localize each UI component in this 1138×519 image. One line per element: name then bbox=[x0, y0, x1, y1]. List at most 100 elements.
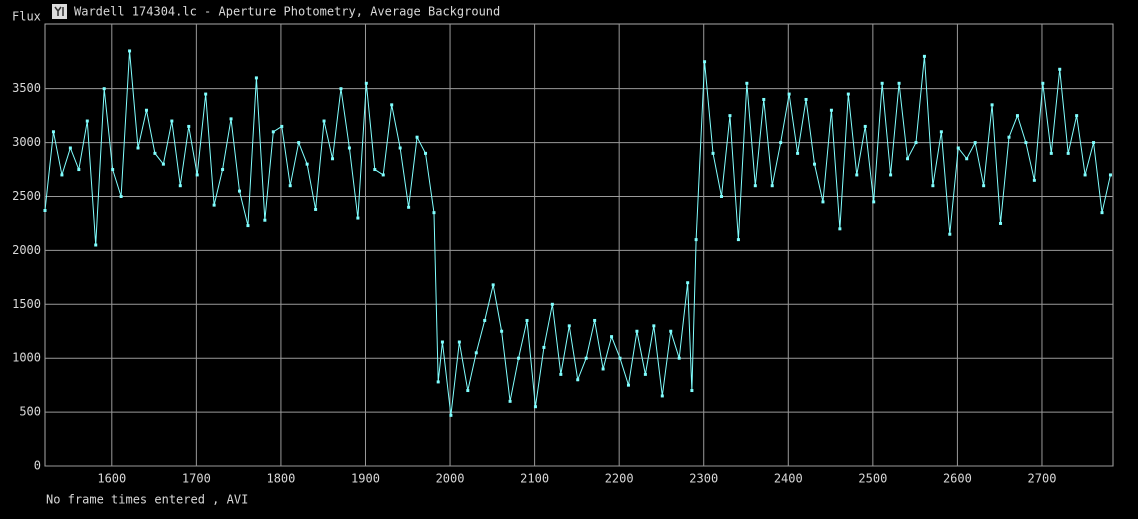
data-point bbox=[1041, 81, 1045, 85]
y-tick-label: 2000 bbox=[12, 243, 41, 257]
data-point bbox=[204, 92, 208, 96]
data-point bbox=[999, 221, 1003, 225]
data-point bbox=[690, 389, 694, 393]
x-tick-label: 2600 bbox=[943, 472, 972, 486]
y-tick-label: 1500 bbox=[12, 297, 41, 311]
data-point bbox=[686, 281, 690, 285]
data-point bbox=[1015, 114, 1019, 118]
data-point bbox=[297, 141, 301, 145]
data-point bbox=[43, 209, 47, 213]
y-tick-label: 500 bbox=[19, 405, 41, 419]
data-point bbox=[931, 184, 935, 188]
data-point bbox=[221, 168, 225, 172]
data-point bbox=[719, 194, 723, 198]
data-point bbox=[829, 108, 833, 112]
data-point bbox=[652, 324, 656, 328]
data-point bbox=[474, 351, 478, 355]
data-point bbox=[85, 119, 89, 123]
y-tick-label: 3000 bbox=[12, 135, 41, 149]
data-point bbox=[424, 151, 428, 155]
data-point bbox=[1032, 178, 1036, 182]
data-point bbox=[745, 81, 749, 85]
data-point bbox=[440, 340, 444, 344]
x-tick-label: 1600 bbox=[97, 472, 126, 486]
data-point bbox=[593, 318, 597, 322]
data-point bbox=[373, 168, 377, 172]
data-point bbox=[669, 329, 673, 333]
data-point bbox=[229, 117, 233, 121]
app-icon bbox=[52, 4, 67, 19]
data-point bbox=[846, 92, 850, 96]
data-point bbox=[94, 243, 98, 247]
data-point bbox=[736, 238, 740, 242]
data-point bbox=[643, 372, 647, 376]
data-point bbox=[60, 173, 64, 177]
data-point bbox=[677, 356, 681, 360]
data-point bbox=[973, 141, 977, 145]
x-tick-label: 1700 bbox=[182, 472, 211, 486]
data-point bbox=[618, 356, 622, 360]
data-point bbox=[517, 356, 521, 360]
data-point bbox=[119, 194, 123, 198]
data-point bbox=[728, 114, 732, 118]
x-tick-label: 2300 bbox=[689, 472, 718, 486]
data-point bbox=[1007, 135, 1011, 139]
data-point bbox=[855, 173, 859, 177]
data-point bbox=[660, 394, 664, 398]
data-point bbox=[322, 119, 326, 123]
data-point bbox=[567, 324, 571, 328]
data-point bbox=[889, 173, 893, 177]
data-point bbox=[525, 318, 529, 322]
data-point bbox=[914, 141, 918, 145]
y-axis-label: Flux bbox=[12, 10, 41, 24]
data-point bbox=[1100, 211, 1104, 215]
y-tick-label: 2500 bbox=[12, 189, 41, 203]
data-point bbox=[550, 302, 554, 306]
data-point bbox=[398, 146, 402, 150]
data-point bbox=[779, 141, 783, 145]
data-point bbox=[415, 135, 419, 139]
data-point bbox=[533, 405, 537, 409]
data-point bbox=[753, 184, 757, 188]
data-point bbox=[897, 81, 901, 85]
data-point bbox=[1058, 67, 1062, 71]
data-point bbox=[821, 200, 825, 204]
data-point bbox=[347, 146, 351, 150]
data-point bbox=[880, 81, 884, 85]
data-point bbox=[111, 168, 115, 172]
data-point bbox=[813, 162, 817, 166]
data-point bbox=[161, 162, 165, 166]
data-point bbox=[305, 162, 309, 166]
data-point bbox=[635, 329, 639, 333]
data-point bbox=[584, 356, 588, 360]
x-tick-label: 1900 bbox=[351, 472, 380, 486]
data-point bbox=[508, 399, 512, 403]
data-point bbox=[356, 216, 360, 220]
data-point bbox=[804, 97, 808, 101]
data-point bbox=[178, 184, 182, 188]
data-point bbox=[576, 378, 580, 382]
data-point bbox=[770, 184, 774, 188]
data-point bbox=[796, 151, 800, 155]
data-point bbox=[948, 232, 952, 236]
data-point bbox=[939, 130, 943, 134]
data-point bbox=[1075, 114, 1079, 118]
data-point bbox=[601, 367, 605, 371]
data-point bbox=[559, 372, 563, 376]
data-point bbox=[542, 345, 546, 349]
data-point bbox=[906, 157, 910, 161]
data-point bbox=[170, 119, 174, 123]
data-point bbox=[436, 380, 440, 384]
x-tick-label: 2700 bbox=[1028, 472, 1057, 486]
data-point bbox=[237, 189, 241, 193]
data-point bbox=[1024, 141, 1028, 145]
data-point bbox=[339, 87, 343, 91]
data-point bbox=[956, 146, 960, 150]
data-point bbox=[68, 146, 72, 150]
data-point bbox=[280, 124, 284, 128]
data-point bbox=[694, 238, 698, 242]
data-point bbox=[500, 329, 504, 333]
x-tick-label: 2000 bbox=[436, 472, 465, 486]
data-point bbox=[364, 81, 368, 85]
